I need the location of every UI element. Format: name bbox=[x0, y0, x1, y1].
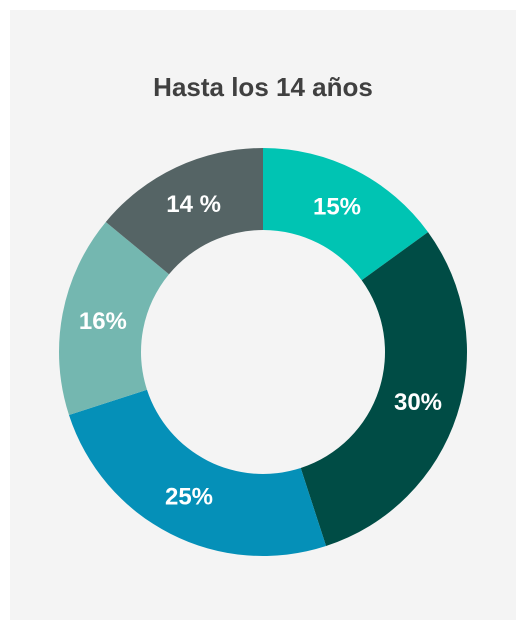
donut-slice-3 bbox=[68, 389, 327, 556]
chart-title: Hasta los 14 años bbox=[153, 72, 373, 102]
donut-slice-5 bbox=[105, 148, 263, 275]
donut-slice-2 bbox=[300, 232, 467, 547]
slice-label-2: 30% bbox=[394, 389, 442, 416]
slice-label-4: 16% bbox=[79, 308, 127, 335]
donut-slice-1 bbox=[263, 148, 429, 281]
slice-label-3: 25% bbox=[165, 484, 213, 511]
slice-label-1: 15% bbox=[313, 193, 361, 220]
slice-label-5: 14 % bbox=[166, 191, 221, 218]
donut-slice-4 bbox=[58, 221, 169, 416]
